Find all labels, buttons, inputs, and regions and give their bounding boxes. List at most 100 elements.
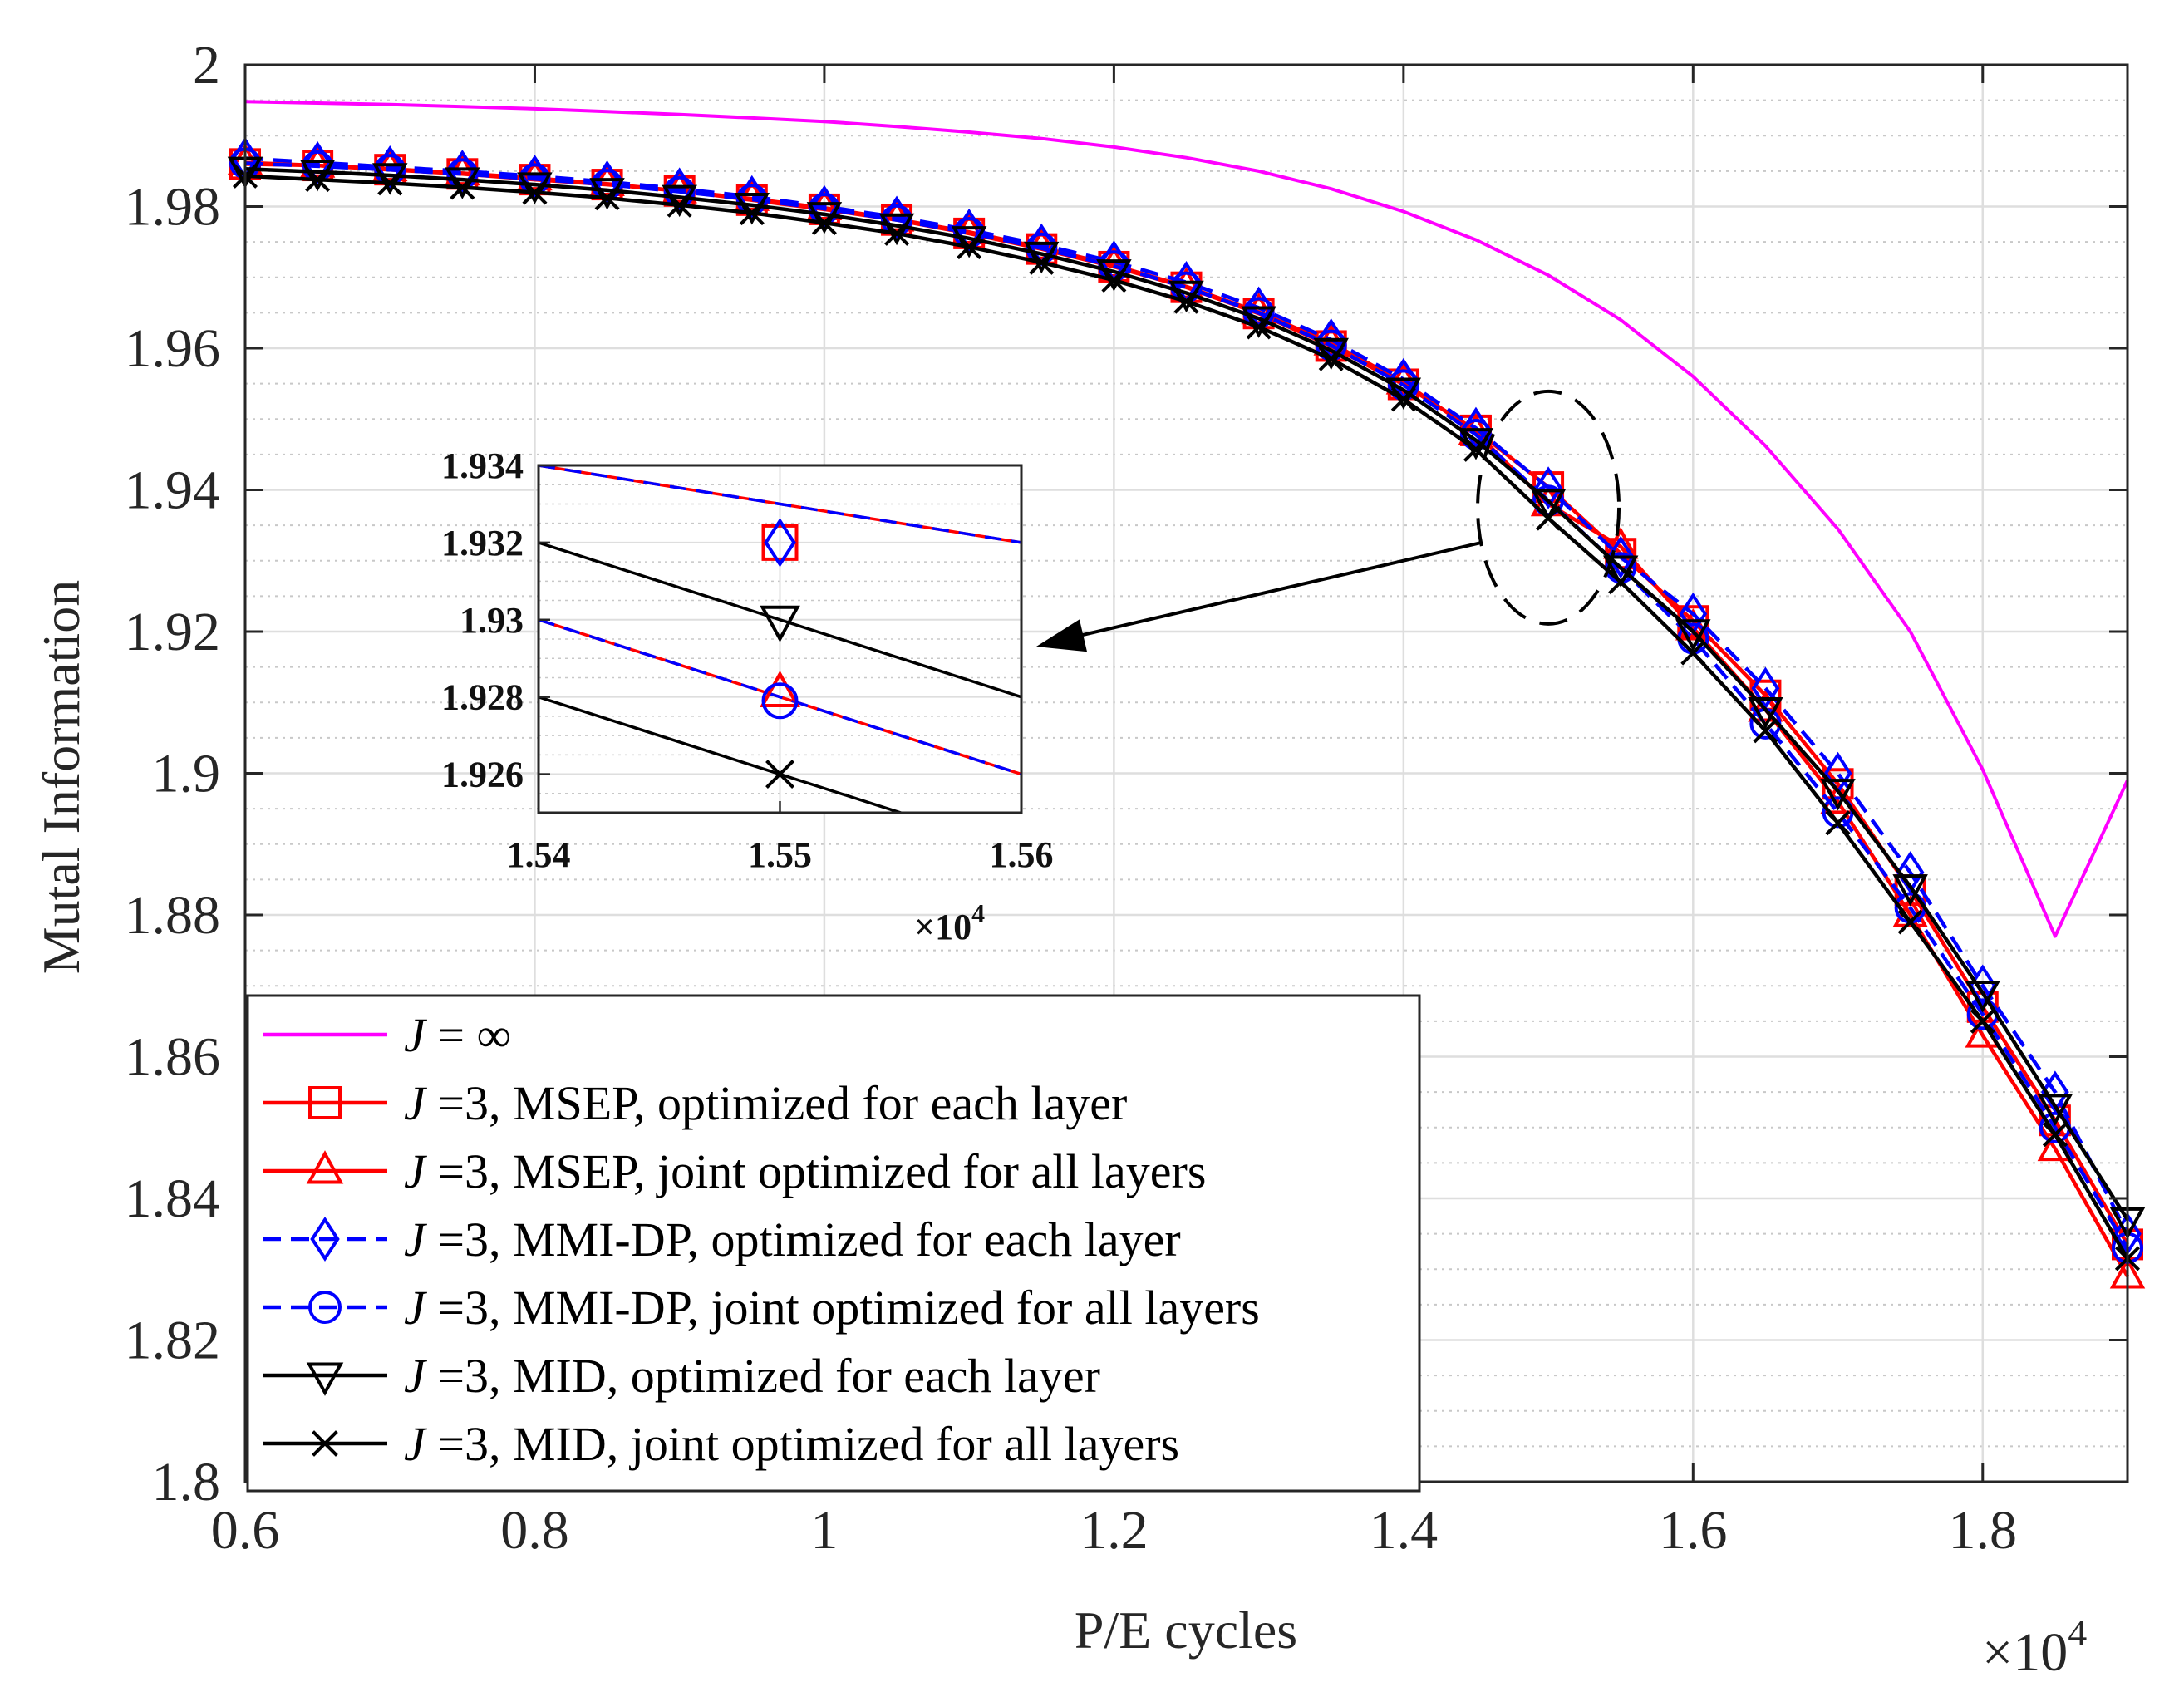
legend-entry-j-3-mid-optimized-for-each-layer: J =3, MID, optimized for each layer (263, 1349, 1100, 1403)
data-point-marker (1970, 1008, 1995, 1034)
data-point-marker (1892, 874, 1928, 907)
series-line (244, 167, 2129, 1221)
x-tick-label: 1.8 (1949, 1500, 2018, 1561)
x-tick-label: 0.6 (211, 1500, 280, 1561)
inset-zoom-plot: 1.54 1.55 1.56 1.926 1.928 1.93 1.932 1.934 ×104 (441, 445, 1054, 947)
series-line (244, 156, 2130, 1235)
y-tick-label: 1.82 (125, 1311, 221, 1371)
chart-legend: J = ∞ J =3, MSEP, optimized for each laye… (246, 994, 1421, 1493)
data-point-marker (1534, 466, 1562, 509)
data-point-marker (957, 234, 982, 260)
data-point-marker (377, 170, 403, 196)
x-axis-label: P/E cycles (1075, 1601, 1297, 1660)
inset-marker-diamond (764, 518, 796, 568)
data-point-marker (878, 213, 915, 246)
legend-label: J =3, MID, joint optimized for all layer… (404, 1417, 1179, 1471)
legend-entry-j-3-mmi-dp-optimized-for-each-layer: J =3, MMI-DP, optimized for each layer (263, 1212, 1181, 1266)
inset-marker-square (761, 524, 799, 561)
legend-label: J =3, MID, optimized for each layer (404, 1349, 1100, 1403)
y-tick-label: 1.98 (125, 177, 221, 238)
y-tick-label: 1.84 (125, 1168, 221, 1229)
data-point-marker (811, 210, 837, 236)
data-point-marker (667, 192, 692, 218)
data-point-marker (1101, 268, 1127, 293)
legend-marker-diamond (310, 1216, 340, 1262)
data-point-marker (1675, 619, 1711, 652)
y-tick-label: 2 (193, 35, 220, 96)
legend-marker-triangle (306, 1150, 344, 1184)
inset-plot-area (539, 465, 1021, 813)
data-point-marker (1318, 346, 1344, 371)
legend-entry-j: J = ∞ (263, 1008, 511, 1062)
inset-marker-triangle (760, 670, 800, 708)
zoom-arrow-line (1060, 540, 1483, 642)
inset-y-tick-label: 1.93 (460, 600, 524, 641)
inset-y-tick-label: 1.932 (441, 523, 524, 563)
inset-x-tick-label: 1.55 (748, 834, 812, 875)
data-point-marker (305, 167, 331, 193)
data-point-marker (1390, 386, 1416, 412)
legend-entry-j-3-mmi-dp-joint-optimized-for-all-layers: J =3, MMI-DP, joint optimized for all la… (263, 1281, 1260, 1335)
x-tick-label: 1.2 (1080, 1500, 1149, 1561)
inset-x-tick-label: 1.56 (990, 834, 1054, 875)
legend-entry-j-3-msep-joint-optimized-for-all-layers: J =3, MSEP, joint optimized for all laye… (263, 1144, 1206, 1198)
data-point-marker (1896, 851, 1925, 894)
data-point-marker (2037, 1094, 2073, 1126)
legend-label: J = ∞ (404, 1008, 511, 1062)
data-point-marker (884, 220, 910, 246)
data-point-marker (445, 167, 480, 199)
y-tick-label: 1.9 (152, 744, 221, 804)
inset-marker-x (765, 760, 794, 789)
data-point-marker (299, 159, 336, 192)
inset-x-tick-label: 1.54 (507, 834, 571, 875)
inset-line-j-3-mid-optimized-for-each-layer (539, 541, 1021, 699)
data-point-marker (1680, 640, 1706, 666)
x-tick-label: 1.6 (1659, 1500, 1728, 1561)
zoom-arrow-head (1036, 619, 1088, 652)
data-point-marker (734, 193, 770, 225)
data-point-marker (1753, 718, 1778, 744)
data-point-marker (1536, 505, 1562, 531)
legend-marker-square (308, 1086, 342, 1119)
data-point-marker (662, 184, 697, 218)
inset-y-tick-label: 1.934 (441, 445, 524, 486)
data-point-marker (1173, 288, 1199, 314)
data-point-marker (1820, 779, 1856, 811)
legend-entry-j-3-msep-optimized-for-each-layer: J =3, MSEP, optimized for each layer (263, 1076, 1127, 1130)
axis-labels: P/E cycles Mutal Information ×104 (32, 580, 2087, 1682)
series-line (244, 161, 2129, 1249)
data-point-marker (1748, 690, 1783, 722)
data-point-marker (1748, 697, 1783, 730)
data-point-marker (371, 163, 408, 195)
data-point-marker (522, 180, 548, 205)
y-tick-label: 1.86 (125, 1027, 221, 1088)
x-tick-label: 1.4 (1370, 1500, 1439, 1561)
data-point-marker (2041, 1070, 2069, 1114)
data-point-marker (1029, 249, 1055, 275)
x-axis-multiplier: ×104 (1982, 1611, 2087, 1682)
inset-line-j-3-mmi-dp-optimized-for-each-layer (539, 465, 1021, 544)
legend-entry-j-3-mid-joint-optimized-for-all-layers: J =3, MID, joint optimized for all layer… (263, 1417, 1179, 1471)
legend-label: J =3, MSEP, optimized for each layer (404, 1076, 1127, 1130)
legend-label: J =3, MSEP, joint optimized for all laye… (404, 1144, 1206, 1198)
legend-box (246, 994, 1421, 1493)
data-point-marker (1751, 666, 1780, 710)
legend-marker-circle (308, 1291, 342, 1324)
inset-marker-circle (761, 682, 799, 720)
data-point-marker (1825, 810, 1851, 836)
data-point-marker (739, 200, 765, 226)
y-tick-label: 1.8 (152, 1452, 221, 1512)
data-point-marker (594, 185, 620, 211)
inset-y-tick-label: 1.928 (441, 677, 524, 718)
y-axis-label: Mutal Information (32, 580, 91, 975)
y-tick-label: 1.88 (125, 885, 221, 946)
legend-label: J =3, MMI-DP, joint optimized for all la… (404, 1281, 1260, 1335)
data-point-marker (1602, 555, 1639, 588)
inset-line-j-3-mmi-dp-joint-optimized-for-all-layers (539, 618, 1021, 776)
data-point-marker (2042, 1122, 2068, 1148)
x-tick-label: 1 (810, 1500, 838, 1561)
x-tick-label: 0.8 (500, 1500, 569, 1561)
data-point-marker (1246, 314, 1272, 340)
y-tick-label: 1.92 (125, 602, 221, 662)
